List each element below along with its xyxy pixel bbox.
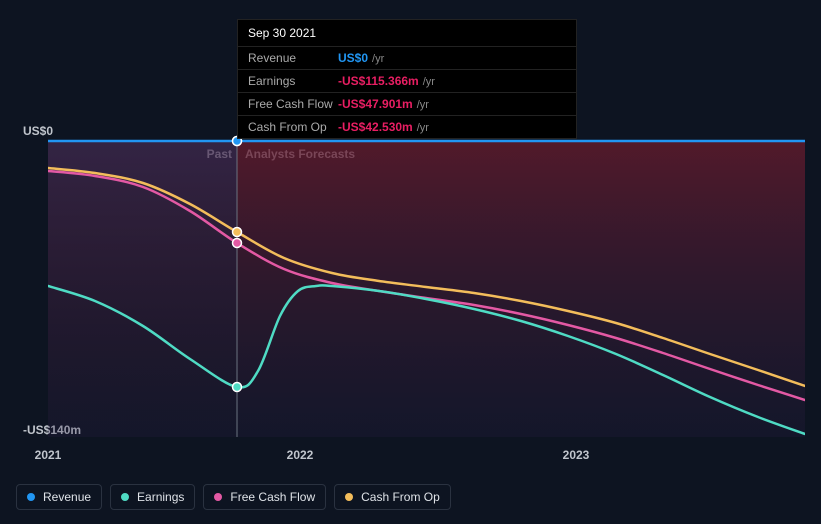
legend-dot	[121, 493, 129, 501]
legend-item[interactable]: Earnings	[110, 484, 195, 510]
tooltip-row: RevenueUS$0/yr	[238, 46, 576, 69]
legend-dot	[214, 493, 222, 501]
x-axis-tick: 2021	[35, 448, 62, 462]
tooltip-row-value: -US$47.901m	[338, 97, 413, 111]
x-axis-tick: 2022	[287, 448, 314, 462]
tooltip-row-label: Free Cash Flow	[248, 97, 338, 111]
tooltip: Sep 30 2021 RevenueUS$0/yrEarnings-US$11…	[237, 19, 577, 139]
tooltip-row-label: Earnings	[248, 74, 338, 88]
tooltip-row-unit: /yr	[417, 99, 429, 111]
tooltip-row-unit: /yr	[423, 76, 435, 88]
tooltip-row-value: US$0	[338, 51, 368, 65]
legend-item[interactable]: Free Cash Flow	[203, 484, 326, 510]
legend-label: Cash From Op	[361, 490, 440, 504]
legend-dot	[345, 493, 353, 501]
tooltip-row-value: -US$115.366m	[338, 74, 419, 88]
legend-label: Earnings	[137, 490, 184, 504]
tooltip-row-unit: /yr	[372, 53, 384, 65]
tooltip-row: Earnings-US$115.366m/yr	[238, 69, 576, 92]
tooltip-row-unit: /yr	[417, 122, 429, 134]
legend-item[interactable]: Revenue	[16, 484, 102, 510]
legend-dot	[27, 493, 35, 501]
legend-label: Free Cash Flow	[230, 490, 315, 504]
x-axis-tick: 2023	[563, 448, 590, 462]
tooltip-date: Sep 30 2021	[238, 20, 576, 46]
legend-label: Revenue	[43, 490, 91, 504]
tooltip-row-label: Cash From Op	[248, 120, 338, 134]
tooltip-row: Cash From Op-US$42.530m/yr	[238, 115, 576, 138]
legend-item[interactable]: Cash From Op	[334, 484, 451, 510]
legend: Revenue Earnings Free Cash Flow Cash From O…	[16, 484, 451, 510]
tooltip-row-value: -US$42.530m	[338, 120, 413, 134]
tooltip-row: Free Cash Flow-US$47.901m/yr	[238, 92, 576, 115]
tooltip-row-label: Revenue	[248, 51, 338, 65]
